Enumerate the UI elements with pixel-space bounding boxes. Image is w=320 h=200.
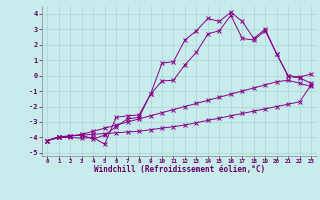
X-axis label: Windchill (Refroidissement éolien,°C): Windchill (Refroidissement éolien,°C) bbox=[94, 165, 265, 174]
